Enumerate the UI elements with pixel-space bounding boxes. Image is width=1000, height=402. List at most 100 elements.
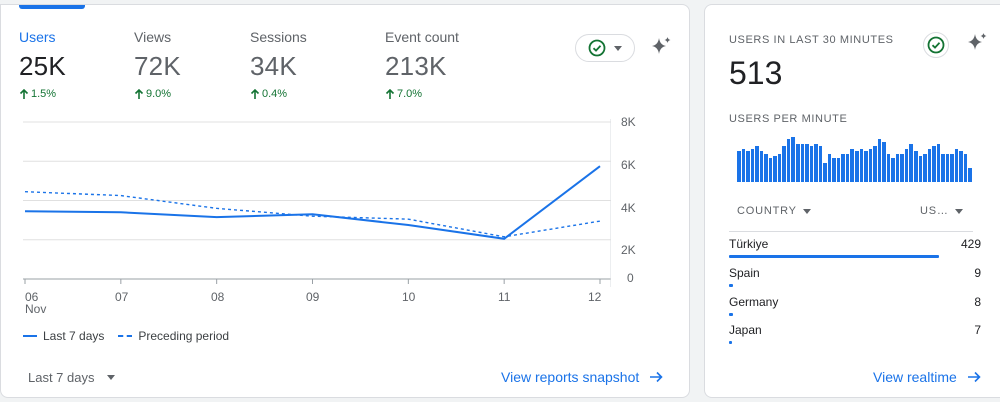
date-range-dropdown[interactable]: Last 7 days	[28, 370, 115, 385]
x-tick-label: 06	[25, 290, 39, 304]
metric-value: 25K	[19, 51, 66, 81]
metric-users[interactable]: Users 25K 1.5%	[19, 29, 66, 100]
country-column-header[interactable]: COUNTRY	[737, 205, 811, 217]
minute-bar[interactable]	[805, 144, 809, 182]
data-status-dropdown[interactable]	[575, 34, 635, 62]
minute-bar[interactable]	[741, 148, 746, 182]
minute-bar[interactable]	[932, 146, 936, 182]
minute-bar[interactable]	[773, 155, 777, 182]
minute-bar[interactable]	[827, 153, 832, 182]
view-reports-snapshot-link[interactable]: View reports snapshot	[501, 369, 663, 385]
minute-bar[interactable]	[895, 153, 900, 182]
minute-bar[interactable]	[791, 137, 795, 182]
minute-bar[interactable]	[927, 148, 932, 182]
minute-bar[interactable]	[877, 139, 882, 182]
minute-bar[interactable]	[777, 153, 782, 182]
minute-bar[interactable]	[959, 151, 963, 182]
minute-bar[interactable]	[855, 151, 859, 182]
sparkle-icon[interactable]	[965, 31, 989, 55]
minute-bar[interactable]	[914, 151, 918, 182]
users-line-chart	[23, 119, 611, 287]
metric-event-count[interactable]: Event count 213K 7.0%	[385, 29, 459, 100]
metric-change-value: 9.0%	[146, 88, 172, 100]
minute-bar[interactable]	[918, 155, 923, 182]
y-tick-label: 4K	[621, 201, 636, 215]
table-row[interactable]: Japan 7	[729, 323, 981, 351]
x-tick-sublabel: Nov	[25, 302, 47, 316]
active-tab-indicator	[19, 5, 85, 9]
chevron-down-icon	[954, 208, 963, 214]
minute-bar[interactable]	[850, 148, 854, 182]
minute-bar[interactable]	[954, 148, 959, 182]
y-tick-label: 6K	[621, 158, 636, 172]
minute-bar[interactable]	[882, 141, 886, 182]
minute-bar[interactable]	[945, 153, 950, 182]
minute-bar[interactable]	[864, 151, 868, 182]
series-line-preceding-period	[24, 190, 601, 238]
metric-change: 7.0%	[385, 88, 459, 100]
table-row[interactable]: Germany 8	[729, 295, 981, 323]
metric-label: Views	[134, 29, 172, 45]
share-bar	[729, 284, 734, 287]
metric-change: 0.4%	[250, 88, 307, 100]
minute-bar[interactable]	[845, 153, 850, 182]
data-status-button[interactable]	[923, 32, 949, 58]
table-row[interactable]: Spain 9	[729, 266, 981, 294]
minute-bar[interactable]	[750, 148, 755, 182]
minute-bar[interactable]	[886, 153, 891, 182]
minute-bar[interactable]	[873, 146, 877, 182]
legend-item-previous[interactable]: Preceding period	[118, 329, 229, 343]
chevron-down-icon	[614, 45, 622, 51]
minute-bar[interactable]	[904, 148, 909, 182]
metric-views[interactable]: Views 72K 9.0%	[134, 29, 181, 100]
minute-bar[interactable]	[832, 158, 836, 182]
arrow-right-icon	[650, 371, 663, 383]
legend-label: Last 7 days	[43, 329, 105, 343]
minute-bar[interactable]	[936, 144, 941, 182]
up-arrow-icon	[19, 88, 29, 99]
minute-bar[interactable]	[814, 144, 818, 182]
metric-label: Sessions	[250, 29, 307, 45]
table-row[interactable]: Türkiye 429	[729, 237, 981, 265]
minute-bar[interactable]	[968, 167, 972, 182]
minute-bar[interactable]	[768, 158, 773, 182]
legend-dashed-line	[118, 335, 133, 337]
minute-bar[interactable]	[836, 158, 841, 182]
legend-item-current[interactable]: Last 7 days	[23, 329, 104, 343]
realtime-users-value: 513	[729, 55, 783, 91]
minute-bar[interactable]	[818, 146, 823, 182]
sparkle-icon[interactable]	[649, 35, 673, 59]
overview-card: Users 25K 1.5% Views 72K 9.0% Sessions 3…	[0, 4, 690, 398]
x-tick-label: 07	[115, 290, 129, 304]
minute-bar[interactable]	[809, 146, 814, 182]
minute-bar[interactable]	[909, 144, 913, 182]
country-users: 8	[974, 295, 981, 309]
minute-bar[interactable]	[782, 146, 786, 182]
minute-bar[interactable]	[891, 158, 895, 182]
minute-bar[interactable]	[746, 151, 750, 182]
minute-bar[interactable]	[796, 144, 800, 182]
metric-sessions[interactable]: Sessions 34K 0.4%	[250, 29, 307, 100]
users-column-header[interactable]: US…	[920, 205, 963, 217]
minute-bar[interactable]	[841, 153, 845, 182]
minute-bar[interactable]	[737, 151, 741, 182]
minute-bar[interactable]	[900, 153, 904, 182]
up-arrow-icon	[385, 88, 395, 99]
minute-bar[interactable]	[759, 151, 764, 182]
metric-label: Event count	[385, 29, 459, 45]
up-arrow-icon	[134, 88, 144, 99]
minute-bar[interactable]	[868, 148, 873, 182]
minute-bar[interactable]	[800, 144, 805, 182]
minute-bar[interactable]	[941, 153, 945, 182]
country-name: Japan	[729, 323, 762, 337]
legend-label: Preceding period	[138, 329, 230, 343]
minute-bar[interactable]	[950, 153, 954, 182]
minute-bar[interactable]	[823, 163, 827, 182]
minute-bar[interactable]	[859, 148, 864, 182]
view-realtime-link[interactable]: View realtime	[873, 369, 981, 385]
minute-bar[interactable]	[764, 153, 768, 182]
minute-bar[interactable]	[786, 139, 791, 182]
minute-bar[interactable]	[923, 153, 927, 182]
minute-bar[interactable]	[755, 146, 759, 182]
minute-bar[interactable]	[963, 153, 968, 182]
